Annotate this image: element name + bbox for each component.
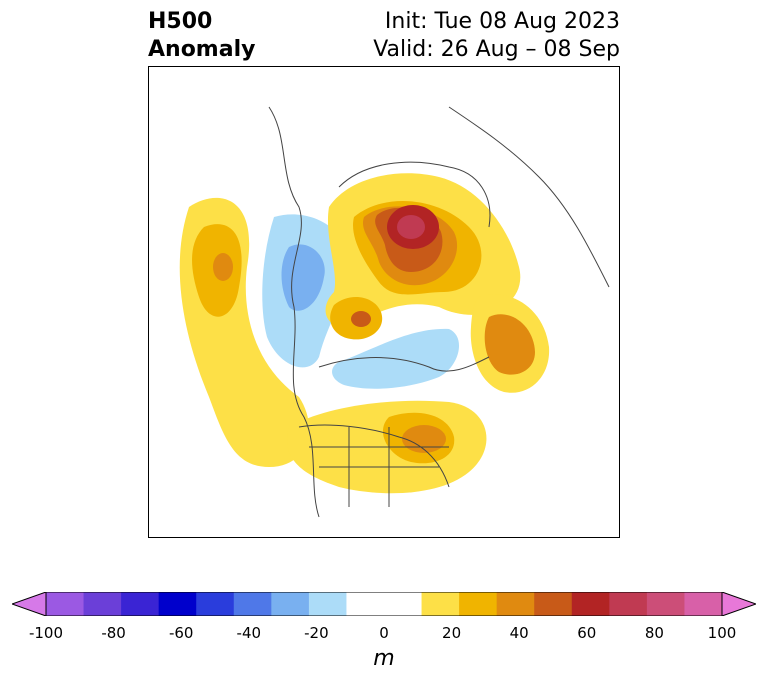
colorbar-tick-label: 80 [644,624,664,642]
colorbar-segment [384,592,423,616]
colorbar-segment [83,592,122,616]
colorbar-max-arrow [721,592,756,616]
colorbar-tick-label: -20 [304,624,329,642]
colorbar-tick-label: -60 [168,624,194,642]
coastlines [268,106,610,518]
colorbar-segment [459,592,498,616]
canada-trough [262,214,460,389]
colorbar-segment [121,592,160,616]
colorbar-segment [646,592,685,616]
arctic-ridge [325,173,521,340]
colorbar-tick-label: -40 [236,624,262,642]
pacific-ridge [179,197,309,467]
colorbar-segment [46,592,85,616]
anomaly-map [148,66,620,538]
colorbar-segment [496,592,535,616]
colorbar-segment [308,592,347,616]
chart-title-right: Init: Tue 08 Aug 2023 Valid: 26 Aug – 08… [373,8,620,64]
colorbar-tick-label: -100 [28,624,64,642]
colorbar-segment [534,592,573,616]
colorbar [12,592,756,616]
colorbar-unit: m [373,646,395,671]
colorbar-segment [609,592,648,616]
chart-title-left: H500 Anomaly [148,8,255,64]
colorbar-tick-label: 40 [509,624,529,642]
title-anomaly: Anomaly [148,37,256,62]
colorbar-segment [571,592,610,616]
colorbar-segment [421,592,460,616]
map-svg [179,106,610,518]
colorbar-tick-label: 60 [577,624,597,642]
init-date: Init: Tue 08 Aug 2023 [384,9,620,34]
colorbar-segment [684,592,723,616]
colorbar-tick-label: 0 [379,624,389,642]
valid-range: Valid: 26 Aug – 08 Sep [373,37,620,62]
colorbar-tick-label: -80 [101,624,126,642]
europe-ridge [470,294,550,393]
colorbar-min-arrow [12,592,47,616]
colorbar-segment [233,592,272,616]
colorbar-segment [346,592,385,616]
colorbar-segment [158,592,197,616]
colorbar-tick-label: 100 [707,624,737,642]
colorbar-segment [196,592,235,616]
title-variable: H500 [148,9,213,34]
colorbar-segment [271,592,310,616]
colorbar-tick-label: 20 [442,624,462,642]
